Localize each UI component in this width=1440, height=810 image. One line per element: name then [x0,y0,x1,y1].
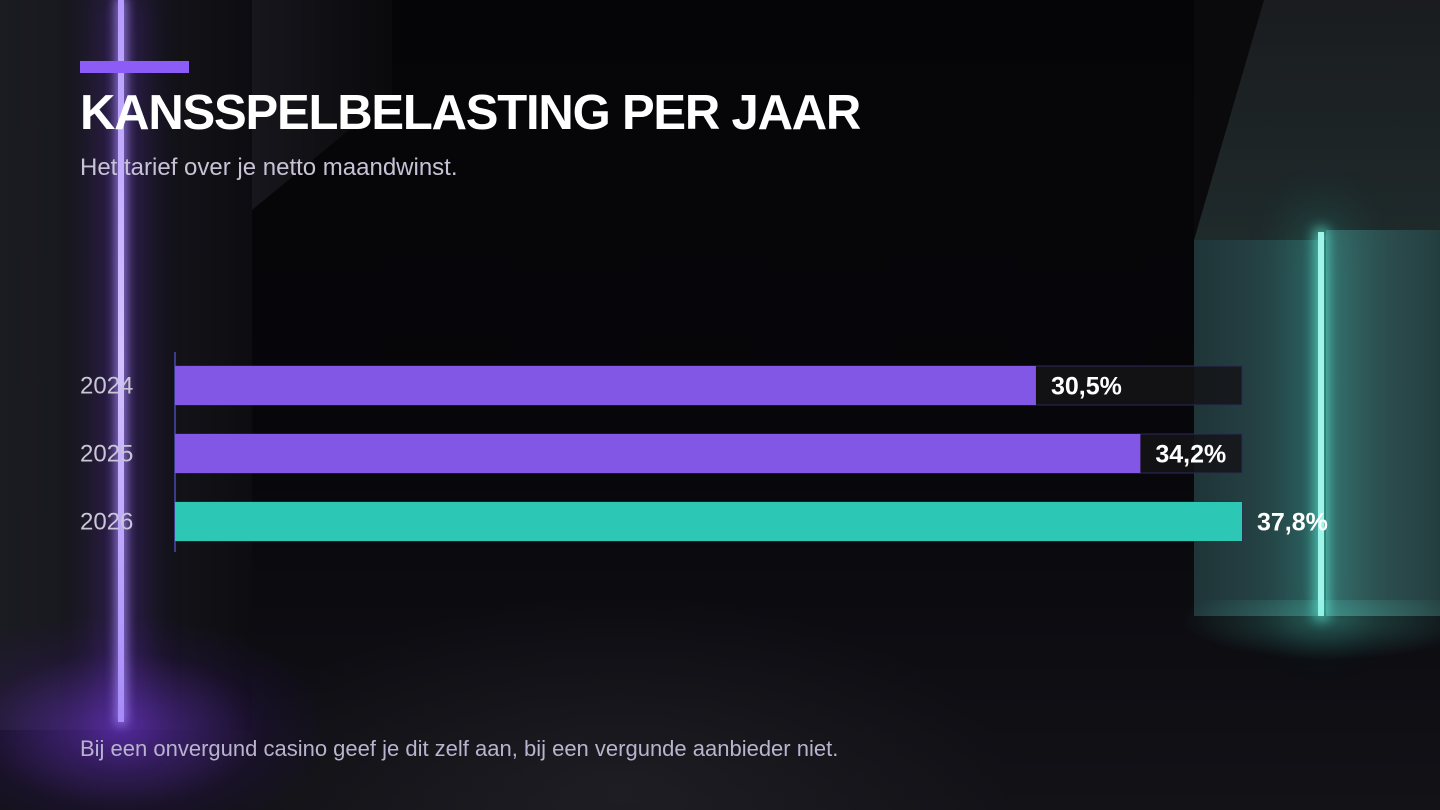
value-label-2024: 30,5% [1051,373,1122,401]
footnote: Bij een onvergund casino geef je dit zel… [80,736,839,761]
teal-floor-glow [1180,600,1440,660]
value-label-2025: 34,2% [1155,441,1226,469]
page-title: KANSSPELBELASTING PER JAAR [80,86,861,140]
page-subtitle: Het tarief over je netto maandwinst. [80,154,458,181]
purple-floor-glow [0,620,320,810]
category-label-2025: 2025 [80,441,133,468]
title-accent-bar [80,61,189,73]
category-label-2026: 2026 [80,509,133,536]
bar-2025 [175,434,1141,473]
right-wall-side [1326,230,1440,616]
bar-2026 [175,502,1242,541]
bar-2024 [175,366,1036,405]
purple-neon-light [118,0,124,722]
value-label-2026: 37,8% [1257,509,1328,537]
category-label-2024: 2024 [80,373,133,400]
teal-neon-light [1318,232,1324,616]
left-wall [0,0,252,730]
right-wall-inner [1194,240,1318,616]
